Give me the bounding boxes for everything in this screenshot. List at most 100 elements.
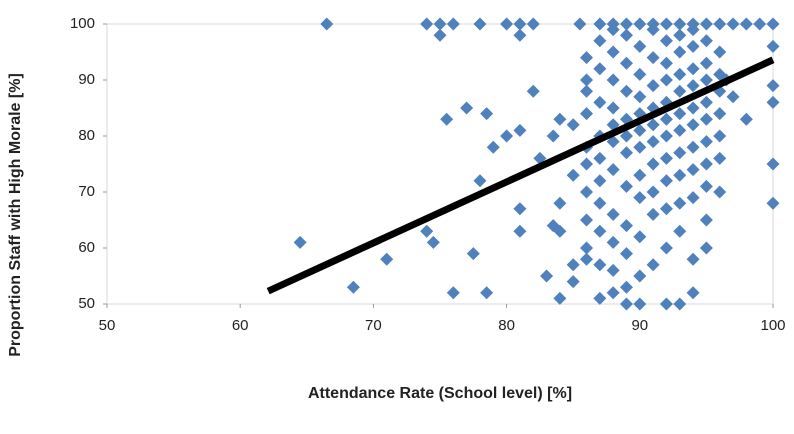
point	[553, 196, 567, 210]
point	[713, 107, 727, 121]
point	[606, 17, 620, 31]
point	[619, 17, 633, 31]
point	[420, 224, 434, 238]
point	[673, 146, 687, 160]
point	[293, 235, 307, 249]
point	[766, 79, 780, 93]
point	[593, 34, 607, 48]
point	[633, 269, 647, 283]
point	[713, 17, 727, 31]
point	[766, 157, 780, 171]
point	[633, 90, 647, 104]
point	[593, 62, 607, 76]
point	[433, 28, 447, 42]
point	[593, 95, 607, 109]
point	[673, 107, 687, 121]
x-tick-label: 100	[760, 317, 785, 334]
point	[686, 17, 700, 31]
point	[659, 112, 673, 126]
point	[540, 269, 554, 283]
point	[646, 79, 660, 93]
point	[580, 185, 594, 199]
point	[619, 28, 633, 42]
point	[646, 17, 660, 31]
point	[513, 17, 527, 31]
point	[619, 56, 633, 70]
point	[673, 123, 687, 137]
point	[486, 140, 500, 154]
point	[673, 224, 687, 238]
point	[726, 90, 740, 104]
point	[546, 129, 560, 143]
point	[659, 17, 673, 31]
point	[426, 235, 440, 249]
point	[606, 73, 620, 87]
y-axis-title: Proportion Staff with High Morale [%]	[7, 73, 24, 357]
point	[699, 56, 713, 70]
point	[619, 146, 633, 160]
point	[580, 157, 594, 171]
point	[566, 258, 580, 272]
point	[580, 252, 594, 266]
point	[699, 17, 713, 31]
point	[593, 224, 607, 238]
point	[713, 151, 727, 165]
point	[686, 252, 700, 266]
point	[646, 185, 660, 199]
point	[526, 17, 540, 31]
point	[686, 39, 700, 53]
point	[446, 286, 460, 300]
point	[380, 252, 394, 266]
point	[659, 151, 673, 165]
point	[566, 168, 580, 182]
point	[580, 107, 594, 121]
point	[686, 79, 700, 93]
y-tick-label: 90	[78, 71, 95, 88]
point	[580, 51, 594, 65]
point	[593, 258, 607, 272]
point	[659, 241, 673, 255]
point	[619, 84, 633, 98]
point	[673, 297, 687, 311]
point	[593, 17, 607, 31]
point	[686, 101, 700, 115]
point	[580, 73, 594, 87]
plot-frame	[106, 23, 774, 305]
point	[713, 129, 727, 143]
point	[633, 140, 647, 154]
point	[673, 67, 687, 81]
point	[473, 174, 487, 188]
point	[513, 123, 527, 137]
point	[699, 95, 713, 109]
point	[633, 39, 647, 53]
point	[699, 34, 713, 48]
point	[699, 213, 713, 227]
point	[659, 56, 673, 70]
point	[659, 174, 673, 188]
point	[619, 129, 633, 143]
point	[686, 118, 700, 132]
point	[659, 202, 673, 216]
point	[699, 73, 713, 87]
point	[606, 101, 620, 115]
point	[446, 17, 460, 31]
point	[433, 17, 447, 31]
point	[686, 62, 700, 76]
point	[753, 17, 767, 31]
point	[646, 258, 660, 272]
y-tick-label: 70	[78, 183, 95, 200]
point	[593, 151, 607, 165]
point	[633, 297, 647, 311]
point	[440, 112, 454, 126]
point	[659, 34, 673, 48]
point	[766, 95, 780, 109]
point	[619, 280, 633, 294]
point	[633, 191, 647, 205]
point	[566, 275, 580, 289]
point	[480, 286, 494, 300]
point	[673, 28, 687, 42]
point	[619, 179, 633, 193]
point	[633, 17, 647, 31]
point	[580, 213, 594, 227]
point	[686, 191, 700, 205]
